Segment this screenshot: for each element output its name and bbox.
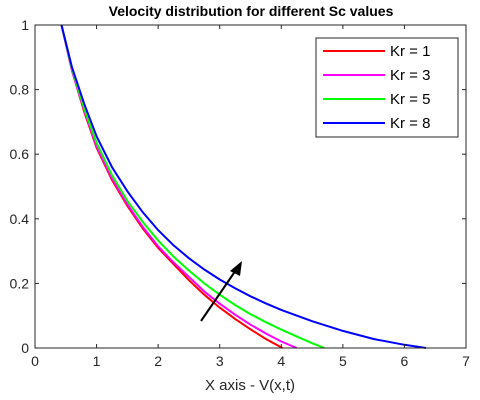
legend-box <box>315 37 459 138</box>
y-tick-label: 0 <box>21 340 29 356</box>
series-line-4 <box>60 24 427 349</box>
y-axis-ticks: 0 0.2 0.4 0.6 0.8 1 <box>10 17 466 356</box>
x-tick-label: 0 <box>31 353 39 369</box>
y-tick-label: 1 <box>21 17 29 33</box>
legend: Kr = 1 Kr = 3 Kr = 5 Kr = 8 <box>315 37 459 138</box>
trend-arrow <box>200 261 242 322</box>
y-tick-label: 0.6 <box>10 146 30 162</box>
x-tick-label: 5 <box>339 353 347 369</box>
x-axis-ticks: 0 1 2 3 4 5 6 7 <box>31 25 470 369</box>
chart-title: Velocity distribution for different Sc v… <box>109 3 394 19</box>
y-tick-label: 0.4 <box>10 211 30 227</box>
y-tick-label: 0.2 <box>10 275 30 291</box>
legend-label-2: Kr = 3 <box>390 67 430 84</box>
legend-label-4: Kr = 8 <box>390 115 430 132</box>
curves-layer <box>60 24 427 349</box>
legend-label-3: Kr = 5 <box>390 91 430 108</box>
x-tick-label: 4 <box>277 353 285 369</box>
x-tick-label: 1 <box>93 353 101 369</box>
axes-box <box>34 24 467 349</box>
x-tick-label: 6 <box>401 353 409 369</box>
trend-arrow-head <box>230 261 242 276</box>
x-tick-label: 7 <box>462 353 470 369</box>
y-tick-label: 0.8 <box>10 82 30 98</box>
x-axis-label: X axis - V(x,t) <box>205 377 295 394</box>
legend-label-1: Kr = 1 <box>390 43 430 60</box>
series-line-3 <box>60 24 325 349</box>
x-tick-label: 2 <box>154 353 162 369</box>
trend-arrow-shaft <box>200 269 237 322</box>
x-tick-label: 3 <box>216 353 224 369</box>
